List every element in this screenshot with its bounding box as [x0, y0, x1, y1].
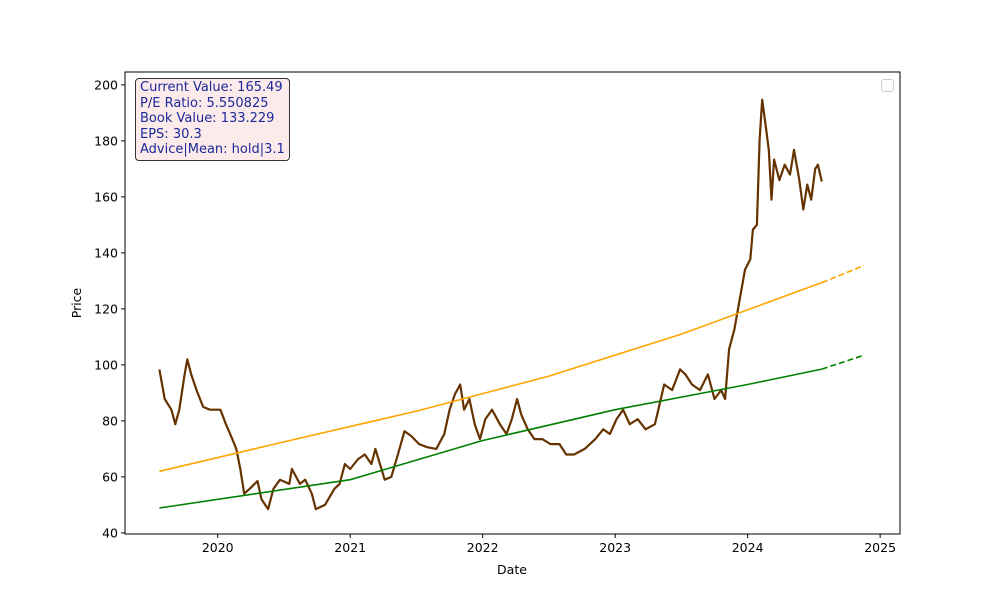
series-line-2 — [821, 264, 865, 284]
info-annotation-box: Current Value: 165.49 P/E Ratio: 5.55082… — [135, 78, 290, 161]
x-axis-label: Date — [497, 562, 527, 577]
y-axis-label: Price — [69, 287, 84, 318]
x-tick-label: 2022 — [467, 540, 499, 555]
x-tick-label: 2023 — [599, 540, 631, 555]
y-tick-label: 60 — [102, 469, 118, 484]
legend-box — [881, 79, 894, 92]
eps-text: EPS: 30.3 — [140, 126, 202, 142]
y-tick-label: 80 — [102, 413, 118, 428]
x-tick-label: 2024 — [732, 540, 764, 555]
y-tick-label: 140 — [94, 245, 118, 260]
y-tick-label: 120 — [94, 301, 118, 316]
series-line-1 — [159, 281, 823, 473]
series-line-0 — [158, 98, 823, 511]
advice-mean-text: Advice|Mean: hold|3.1 — [140, 142, 285, 157]
y-tick-label: 100 — [94, 357, 118, 372]
axes-frame — [124, 71, 901, 535]
x-tick-label: 2025 — [864, 540, 896, 555]
y-tick-label: 40 — [102, 525, 118, 540]
current-value-text: Current Value: 165.49 — [140, 80, 283, 95]
y-tick-label: 160 — [94, 189, 118, 204]
series-line-4 — [821, 354, 865, 370]
book-value-text: Book Value: 133.229 — [140, 111, 275, 126]
y-tick-label: 180 — [94, 133, 118, 148]
series-line-3 — [159, 368, 822, 509]
y-tick-label: 200 — [94, 77, 118, 92]
x-tick-label: 2021 — [334, 540, 366, 555]
pe-ratio-text: P/E Ratio: 5.550825 — [140, 95, 269, 111]
x-tick-label: 2020 — [202, 540, 234, 555]
